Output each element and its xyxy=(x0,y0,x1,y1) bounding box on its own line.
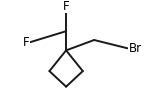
Text: Br: Br xyxy=(129,42,142,55)
Text: F: F xyxy=(63,0,69,13)
Text: F: F xyxy=(23,36,29,49)
